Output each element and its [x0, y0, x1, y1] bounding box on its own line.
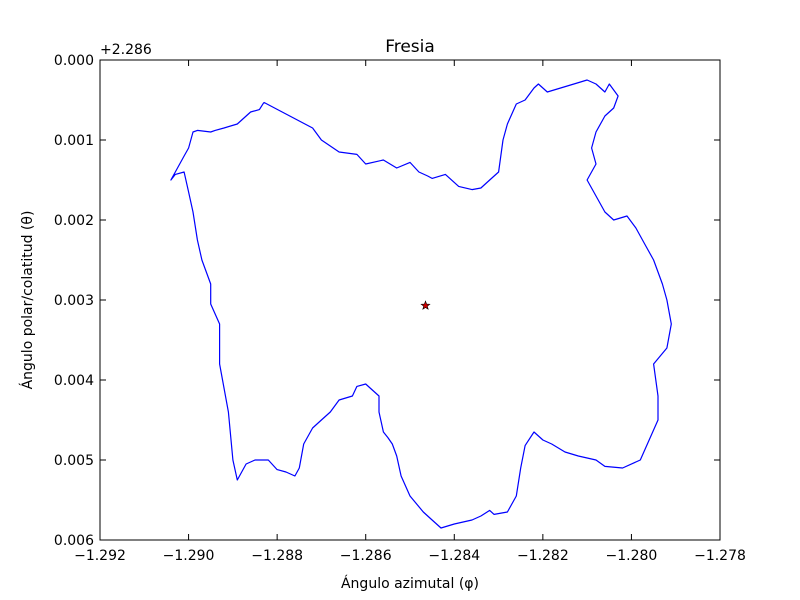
y-tick-label: 0.003	[54, 293, 94, 309]
x-ticks: −1.292 −1.290 −1.288 −1.286 −1.284 −1.282 −1.2…	[74, 60, 746, 564]
y-tick-label: 0.000	[54, 53, 94, 69]
x-tick-label: −1.286	[340, 548, 392, 564]
centroid-star-marker	[420, 300, 431, 310]
x-tick-label: −1.280	[606, 548, 658, 564]
x-tick-label: −1.288	[251, 548, 303, 564]
y-tick-label: 0.001	[54, 133, 94, 149]
plot-area	[100, 60, 720, 540]
x-tick-label: −1.284	[428, 548, 480, 564]
x-tick-label: −1.290	[163, 548, 215, 564]
x-tick-label: −1.282	[517, 548, 569, 564]
y-ticks: 0.000 0.001 0.002 0.003 0.004 0.005 0.006	[54, 53, 720, 549]
y-tick-label: 0.004	[54, 373, 94, 389]
region-outline	[170, 79, 672, 529]
y-tick-label: 0.005	[54, 453, 94, 469]
y-tick-label: 0.002	[54, 213, 94, 229]
series-layer	[170, 79, 672, 529]
y-tick-label: 0.006	[54, 533, 94, 549]
x-axis-label: Ángulo azimutal (φ)	[341, 575, 479, 592]
x-tick-label: −1.292	[74, 548, 126, 564]
x-tick-label: −1.278	[694, 548, 746, 564]
y-axis-label: Ángulo polar/colatitud (θ)	[19, 211, 36, 390]
y-offset-label: +2.286	[100, 42, 152, 58]
plot-frame	[99, 59, 721, 541]
chart-title: Fresia	[385, 37, 435, 57]
